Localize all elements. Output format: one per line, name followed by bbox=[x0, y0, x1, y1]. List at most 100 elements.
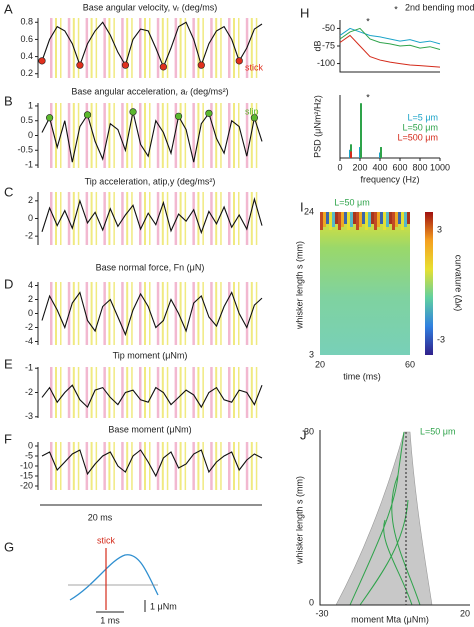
event-stripe bbox=[50, 367, 53, 418]
event-stripe bbox=[108, 103, 111, 168]
heat-stripe bbox=[335, 212, 338, 224]
event-stripe bbox=[245, 442, 249, 490]
event-stripe bbox=[131, 18, 133, 78]
i-title: L=50 μm bbox=[334, 197, 369, 207]
event-stripe bbox=[126, 282, 129, 345]
event-stripe bbox=[50, 442, 53, 490]
event-stripe bbox=[174, 367, 178, 418]
event-stripe bbox=[131, 442, 133, 490]
event-stripe bbox=[233, 442, 235, 490]
event-stripe bbox=[215, 282, 218, 345]
event-stripe bbox=[255, 367, 258, 418]
event-stripe bbox=[131, 367, 133, 418]
panel-letter: A bbox=[4, 1, 13, 16]
star: * bbox=[366, 16, 370, 26]
event-stripe bbox=[166, 282, 169, 345]
event-marker bbox=[174, 112, 183, 120]
event-stripe bbox=[95, 442, 98, 490]
panel-letter: I bbox=[300, 199, 304, 214]
event-stripe bbox=[161, 18, 164, 78]
event-stripe bbox=[184, 442, 187, 490]
event-stripe bbox=[202, 282, 204, 345]
y-axis-label: PSD (μNm²/Hz) bbox=[312, 95, 322, 158]
psd-line bbox=[339, 27, 441, 45]
y-tick-label: 24 bbox=[304, 206, 314, 216]
event-stripe bbox=[192, 367, 195, 418]
event-stripe bbox=[131, 192, 133, 245]
event-stripe bbox=[67, 367, 71, 418]
event-stripe bbox=[174, 18, 178, 78]
panel-h: -50 -75 -100 0 200 400 600 800 1000 L=5 μmL=50 μm… bbox=[312, 2, 474, 184]
x-tick-label: 20 bbox=[460, 608, 470, 618]
event-stripe bbox=[238, 192, 240, 245]
event-stripe bbox=[250, 442, 253, 490]
y-tick-label: -2 bbox=[25, 231, 33, 241]
event-stripe bbox=[139, 282, 142, 345]
heat-stripe bbox=[338, 212, 341, 230]
event-stripe bbox=[85, 192, 89, 245]
event-stripe bbox=[144, 192, 146, 245]
moment-profiles bbox=[349, 431, 421, 606]
event-stripe bbox=[90, 442, 93, 490]
event-stripe bbox=[179, 18, 182, 78]
event-marker bbox=[129, 108, 137, 116]
event-stripe bbox=[174, 103, 178, 168]
y-tick-label: -15 bbox=[20, 470, 33, 480]
event-stripe bbox=[192, 103, 195, 168]
event-stripe bbox=[126, 103, 129, 168]
event-stripe bbox=[202, 103, 204, 168]
j-title: L=50 μm bbox=[420, 426, 455, 436]
time-scale-label: 20 ms bbox=[88, 512, 113, 522]
y-tick-label: 4 bbox=[28, 280, 33, 290]
panel-letter: E bbox=[4, 356, 13, 371]
event-stripe bbox=[95, 103, 98, 168]
event-stripe bbox=[184, 103, 187, 168]
event-stripe bbox=[255, 282, 258, 345]
heat-stripe bbox=[395, 212, 398, 227]
heat-stripe bbox=[392, 212, 395, 230]
heat-stripe bbox=[398, 212, 401, 224]
event-stripe bbox=[149, 367, 151, 418]
panel-letter: D bbox=[4, 276, 13, 291]
event-stripe bbox=[103, 442, 106, 490]
y-tick-label: -3 bbox=[25, 411, 33, 421]
event-stripe bbox=[233, 103, 235, 168]
event-stripe bbox=[184, 282, 187, 345]
event-stripe bbox=[215, 18, 218, 78]
heat-stripe bbox=[320, 212, 323, 230]
event-stripe bbox=[126, 442, 129, 490]
event-stripe bbox=[77, 442, 80, 490]
event-label: slip bbox=[245, 106, 259, 116]
panel-letter: H bbox=[300, 5, 309, 20]
event-stripe bbox=[50, 103, 53, 168]
event-marker bbox=[38, 57, 46, 65]
heat-stripe bbox=[377, 212, 380, 227]
event-stripe bbox=[202, 442, 204, 490]
heat-stripe bbox=[326, 212, 329, 224]
event-marker bbox=[121, 61, 130, 69]
event-stripe bbox=[210, 18, 213, 78]
heat-stripe bbox=[389, 212, 392, 224]
event-stripe bbox=[245, 192, 249, 245]
y-tick-label: -4 bbox=[25, 336, 33, 346]
event-stripe bbox=[192, 282, 195, 345]
y-tick-label: -10 bbox=[20, 460, 33, 470]
signal bbox=[41, 384, 263, 409]
x-axis-label: time (ms) bbox=[343, 371, 381, 381]
y-tick-label: 1 bbox=[28, 100, 33, 110]
event-stripe bbox=[250, 192, 253, 245]
event-stripe bbox=[77, 192, 80, 245]
y-tick-label: -75 bbox=[322, 40, 335, 50]
event-stripe bbox=[95, 18, 98, 78]
left-column: Base angular velocity, vᵣ (deg/ms) 0.2 0.4… bbox=[17, 2, 263, 490]
event-stripe bbox=[245, 103, 249, 168]
panel-g: stick 1 μNm 1 ms bbox=[68, 535, 177, 625]
event-marker bbox=[235, 57, 243, 65]
c-axis-label: curvature (Δκ) bbox=[454, 255, 464, 312]
panel-title: Base moment (μNm) bbox=[108, 424, 191, 434]
event-stripe bbox=[220, 103, 222, 168]
event-stripe bbox=[255, 18, 258, 78]
y-tick-label: 3 bbox=[309, 349, 314, 359]
panel-letter: F bbox=[4, 431, 12, 446]
event-stripe bbox=[77, 18, 80, 78]
